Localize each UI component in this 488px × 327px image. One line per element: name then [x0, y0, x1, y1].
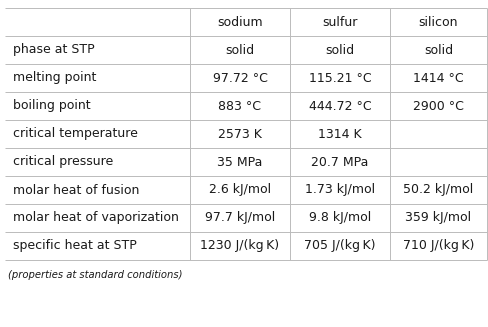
Text: 1314 K: 1314 K [318, 128, 361, 141]
Text: 97.72 °C: 97.72 °C [212, 72, 267, 84]
Text: 1.73 kJ/mol: 1.73 kJ/mol [305, 183, 374, 197]
Text: melting point: melting point [13, 72, 96, 84]
Text: critical temperature: critical temperature [13, 128, 138, 141]
Text: 444.72 °C: 444.72 °C [308, 99, 370, 112]
Text: critical pressure: critical pressure [13, 156, 113, 168]
Text: 1230 J/(kg K): 1230 J/(kg K) [200, 239, 279, 252]
Text: 710 J/(kg K): 710 J/(kg K) [402, 239, 473, 252]
Text: solid: solid [325, 43, 354, 57]
Text: sulfur: sulfur [322, 15, 357, 28]
Text: silicon: silicon [418, 15, 457, 28]
Text: 97.7 kJ/mol: 97.7 kJ/mol [204, 212, 275, 225]
Text: sodium: sodium [217, 15, 262, 28]
Text: 35 MPa: 35 MPa [217, 156, 262, 168]
Text: 2573 K: 2573 K [218, 128, 262, 141]
Text: 359 kJ/mol: 359 kJ/mol [405, 212, 470, 225]
Text: 2.6 kJ/mol: 2.6 kJ/mol [208, 183, 270, 197]
Text: 115.21 °C: 115.21 °C [308, 72, 370, 84]
Text: solid: solid [423, 43, 452, 57]
Text: 883 °C: 883 °C [218, 99, 261, 112]
Text: 20.7 MPa: 20.7 MPa [311, 156, 368, 168]
Text: molar heat of fusion: molar heat of fusion [13, 183, 139, 197]
Text: 50.2 kJ/mol: 50.2 kJ/mol [403, 183, 473, 197]
Text: phase at STP: phase at STP [13, 43, 95, 57]
Text: molar heat of vaporization: molar heat of vaporization [13, 212, 179, 225]
Text: boiling point: boiling point [13, 99, 90, 112]
Text: 9.8 kJ/mol: 9.8 kJ/mol [308, 212, 370, 225]
Text: solid: solid [225, 43, 254, 57]
Text: 1414 °C: 1414 °C [412, 72, 463, 84]
Text: specific heat at STP: specific heat at STP [13, 239, 137, 252]
Text: 2900 °C: 2900 °C [412, 99, 463, 112]
Text: (properties at standard conditions): (properties at standard conditions) [8, 270, 182, 280]
Text: 705 J/(kg K): 705 J/(kg K) [304, 239, 375, 252]
